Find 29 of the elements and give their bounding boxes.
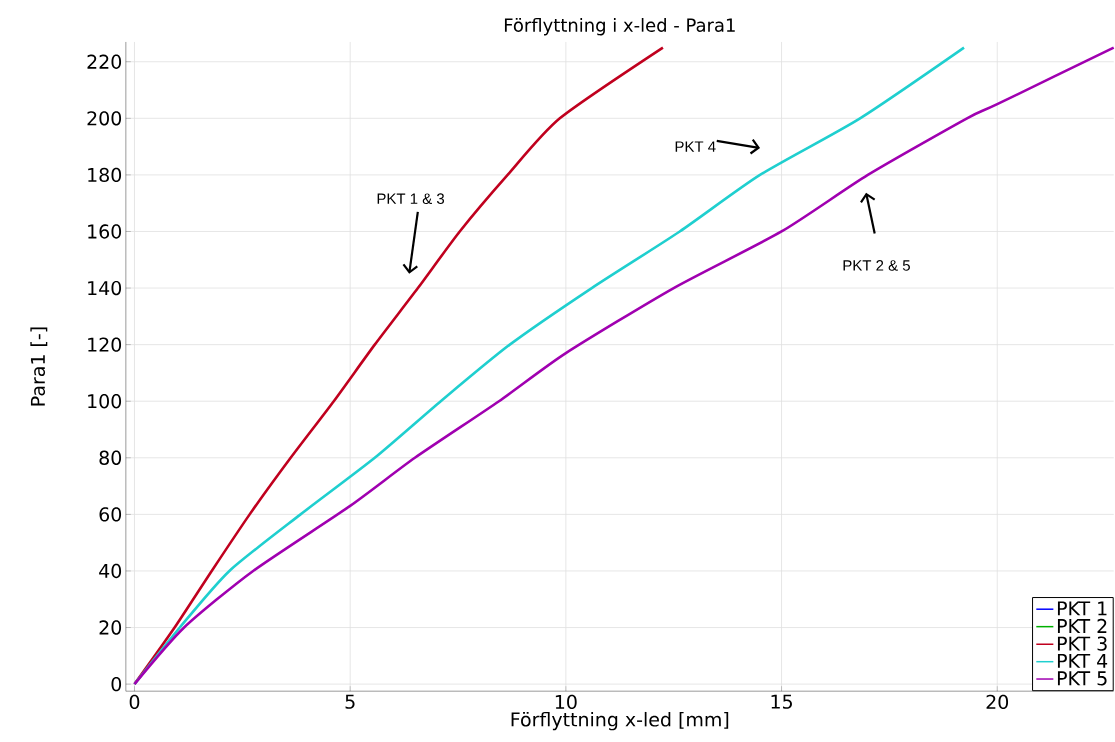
- y-tick-label: 180: [88, 167, 122, 183]
- x-tick-label: 10: [555, 694, 577, 709]
- y-tick-label: 100: [88, 393, 122, 409]
- annotation: PKT 1 & 3: [377, 193, 445, 204]
- annotation: PKT 4: [675, 141, 716, 152]
- x-tick-label: 15: [771, 694, 792, 709]
- x-tick-label: 0: [129, 694, 140, 709]
- line-series: [133, 46, 1115, 686]
- x-tick-label: 5: [345, 694, 355, 709]
- y-tick-label: 80: [99, 450, 122, 465]
- y-tick-label: 120: [88, 337, 122, 352]
- legend-label: PKT 4: [1057, 653, 1108, 668]
- y-tick-label: 20: [99, 620, 122, 635]
- y-tick-label: 140: [88, 280, 122, 296]
- x-axis-title: Förflyttning x-led [mm]: [511, 711, 729, 731]
- x-tick-label: 20: [986, 694, 1009, 709]
- y-tick-label: 160: [88, 224, 122, 239]
- y-tick-label: 40: [99, 563, 122, 579]
- legend-label: PKT 5: [1057, 671, 1107, 686]
- legend-label: PKT 1: [1057, 601, 1107, 616]
- chart-title: Förflyttning i x-led - Para1: [504, 17, 735, 36]
- y-axis-title: Para1 [-]: [30, 327, 48, 406]
- y-tick-label: 200: [87, 111, 122, 126]
- y-tick-label: 0: [111, 676, 122, 692]
- y-tick-label: 60: [99, 507, 122, 522]
- legend-label: PKT 2: [1057, 618, 1107, 633]
- legend-label: PKT 3: [1057, 636, 1107, 651]
- annotation: PKT 2 & 5: [843, 260, 910, 271]
- y-tick-label: 220: [87, 54, 122, 69]
